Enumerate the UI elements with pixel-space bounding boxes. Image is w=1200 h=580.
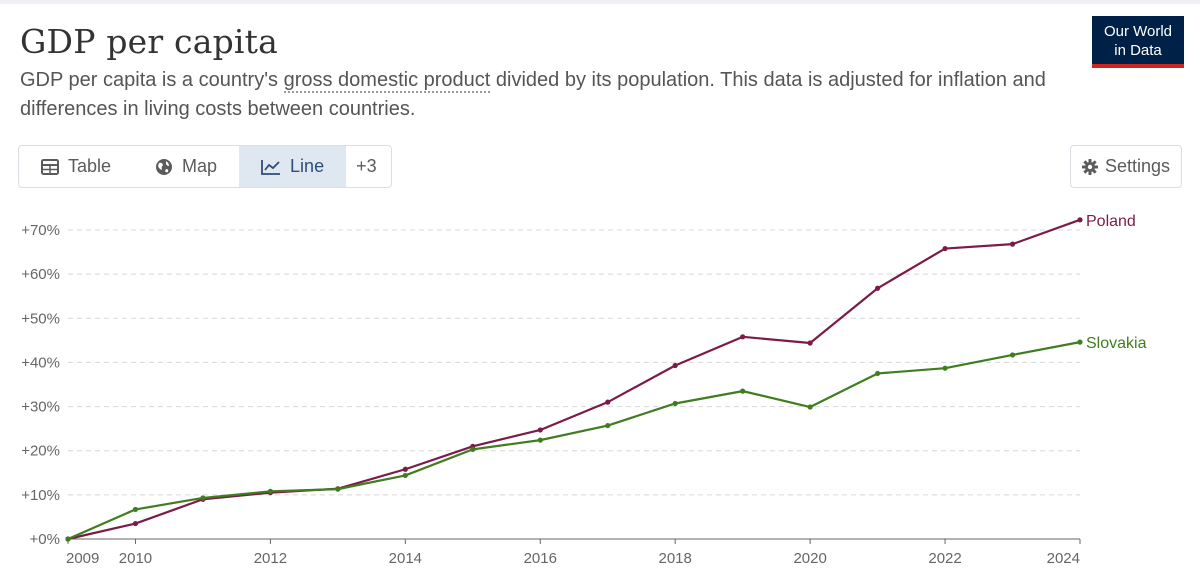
owid-logo[interactable]: Our World in Data [1092, 16, 1184, 68]
y-axis-ticks: +0% +10% +20% +30% +40% +50% +60% +70% [21, 222, 60, 548]
page-title: GDP per capita [20, 22, 279, 61]
series-lines [65, 217, 1083, 542]
data-point-poland[interactable] [672, 362, 678, 369]
x-tick-label: 2024 [1047, 550, 1080, 567]
data-point-slovakia[interactable] [875, 370, 881, 377]
top-rule [0, 0, 1200, 4]
globe-icon [156, 158, 173, 175]
data-point-poland[interactable] [402, 466, 408, 472]
y-tick-label: +20% [21, 443, 60, 460]
x-tick-label: 2014 [389, 550, 422, 567]
x-tick-label: 2022 [928, 550, 961, 567]
x-tick-label: 2010 [119, 550, 152, 567]
x-tick-label: 2009 [66, 550, 99, 567]
page-subtitle: GDP per capita is a country's gross dome… [20, 66, 1060, 124]
x-tick-label: 2016 [524, 550, 557, 567]
logo-line-2: in Data [1114, 42, 1162, 59]
y-tick-label: +40% [21, 354, 60, 371]
data-point-slovakia[interactable] [942, 365, 948, 371]
settings-label: Settings [1104, 156, 1171, 176]
y-tick-label: +70% [21, 222, 60, 239]
series-label-poland[interactable]: Poland [1086, 213, 1136, 230]
tab-map[interactable]: Map [133, 146, 239, 187]
x-tick-label: 2018 [659, 550, 692, 567]
data-point-slovakia[interactable] [1077, 339, 1083, 345]
tab-more[interactable]: +3 [346, 146, 391, 187]
x-axis: 2009 2010 2012 2014 2016 2018 2020 2022 2024 [66, 538, 1081, 567]
data-point-poland[interactable] [132, 520, 139, 527]
tab-map-label: Map [182, 156, 218, 176]
tab-table[interactable]: Table [19, 146, 133, 187]
line-chart-icon [261, 159, 281, 175]
logo-line-1: Our World [1103, 23, 1173, 40]
settings-button[interactable]: Settings [1070, 145, 1182, 188]
data-point-poland[interactable] [740, 334, 746, 340]
series-label-slovakia[interactable]: Slovakia [1086, 335, 1147, 352]
data-point-slovakia[interactable] [402, 472, 408, 479]
data-point-poland[interactable] [537, 427, 543, 433]
y-tick-label: +30% [21, 399, 60, 416]
data-point-slovakia[interactable] [1009, 352, 1016, 358]
data-point-slovakia[interactable] [605, 422, 611, 429]
data-point-slovakia[interactable] [267, 488, 273, 494]
data-point-slovakia[interactable] [200, 495, 206, 501]
line-chart: +0% +10% +20% +30% +40% +50% +60% +70% 2009 2010… [21, 213, 1147, 567]
data-point-slovakia[interactable] [672, 400, 678, 407]
view-tabs: Table Map Line +3 [18, 145, 392, 188]
y-tick-label: +60% [21, 266, 60, 283]
data-point-poland[interactable] [1077, 217, 1083, 223]
series-line-poland[interactable] [67, 218, 1081, 541]
subtitle-text-end: divided by its population. This data is … [20, 69, 1046, 120]
series-line-slovakia[interactable] [67, 341, 1081, 541]
tab-more-label: +3 [356, 156, 377, 176]
data-point-poland[interactable] [875, 285, 881, 291]
x-tick-label: 2012 [254, 550, 287, 567]
data-point-slovakia[interactable] [335, 486, 341, 492]
series-labels: Poland Slovakia [1086, 213, 1147, 352]
grid-lines [68, 229, 1080, 496]
gear-icon [1081, 158, 1098, 175]
data-point-slovakia[interactable] [65, 536, 71, 542]
data-point-poland[interactable] [942, 245, 948, 252]
table-icon [41, 158, 59, 175]
data-point-slovakia[interactable] [740, 388, 746, 394]
y-tick-label: +0% [30, 531, 60, 548]
data-point-slovakia[interactable] [807, 404, 813, 410]
data-point-poland[interactable] [605, 399, 611, 405]
data-point-slovakia[interactable] [132, 506, 139, 513]
y-tick-label: +50% [21, 310, 60, 327]
subtitle-text-start: GDP per capita is a country's [20, 69, 284, 91]
data-point-slovakia[interactable] [537, 437, 543, 443]
tab-table-label: Table [68, 156, 112, 176]
data-point-poland[interactable] [1009, 241, 1016, 247]
tab-line[interactable]: Line [239, 146, 347, 187]
data-point-slovakia[interactable] [470, 446, 476, 452]
gdp-definition-link[interactable]: gross domestic product [283, 69, 491, 93]
data-point-poland[interactable] [807, 340, 813, 346]
tab-line-label: Line [290, 156, 325, 176]
y-tick-label: +10% [21, 487, 60, 504]
x-tick-label: 2020 [793, 550, 826, 567]
